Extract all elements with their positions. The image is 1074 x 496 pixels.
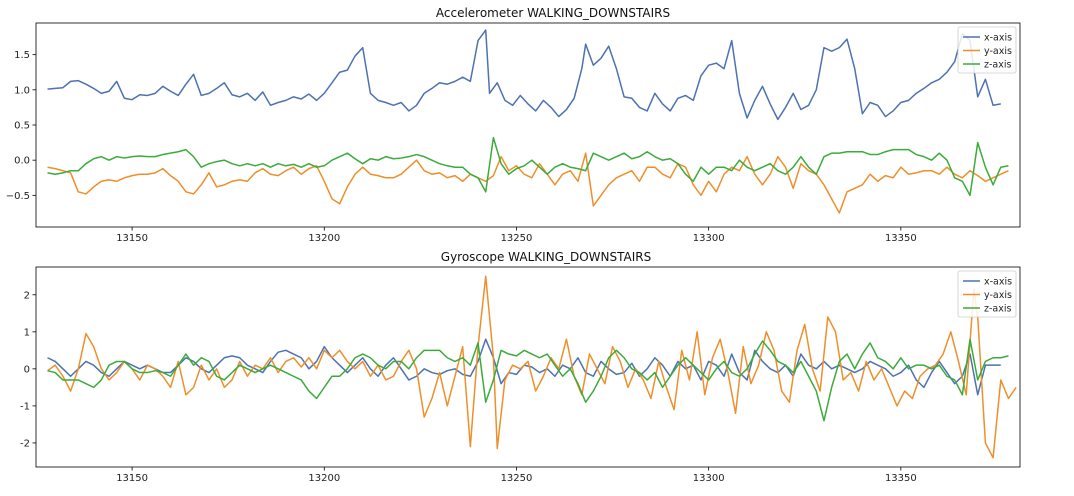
accelerometer-legend-label-x-axis: x-axis bbox=[984, 32, 1012, 43]
accelerometer-y-tick-label: 0.5 bbox=[14, 121, 30, 132]
accelerometer-series-y-axis-line bbox=[47, 152, 1009, 214]
gyroscope-legend-label-x-axis: x-axis bbox=[984, 276, 1012, 287]
gyroscope-legend-box bbox=[957, 270, 1017, 318]
accelerometer-legend-label-y-axis: y-axis bbox=[984, 46, 1012, 57]
accelerometer-plot-area: 13150 13200 13250 13300 13350 −0.5 0.0 0.5 1.0 1.… bbox=[6, 22, 1021, 244]
accelerometer-legend-box bbox=[957, 26, 1017, 74]
gyroscope-series-x-axis-line bbox=[47, 338, 1001, 396]
accelerometer-y-tick-label: 1.5 bbox=[14, 50, 30, 61]
gyroscope-x-tick-label: 13150 bbox=[116, 473, 148, 484]
gyroscope-y-tick-label: 0 bbox=[24, 364, 30, 375]
gyroscope-series-z-axis-line bbox=[47, 338, 1009, 422]
gyroscope-plot-frame bbox=[35, 266, 1021, 468]
accelerometer-x-tick-label: 13250 bbox=[501, 233, 533, 244]
gyroscope-plot-area: 13150 13200 13250 13300 13350 -2 -1 0 1 2 x-axis y-… bbox=[20, 266, 1021, 484]
gyroscope-legend: x-axis y-axis z-axis bbox=[957, 270, 1017, 318]
gyroscope-x-tick-label: 13200 bbox=[308, 473, 340, 484]
accelerometer-x-tick-label: 13300 bbox=[693, 233, 725, 244]
gyroscope-y-tick-label: 1 bbox=[24, 327, 30, 338]
accelerometer-plot-frame bbox=[35, 22, 1021, 228]
gyroscope-y-tick-label: -2 bbox=[20, 438, 30, 449]
accelerometer-x-tick-label: 13200 bbox=[308, 233, 340, 244]
gyroscope-chart: Gyroscope WALKING_DOWNSTAIRS 13150 13200 1… bbox=[20, 250, 1021, 484]
gyroscope-series-y-axis-line bbox=[47, 275, 1017, 459]
accelerometer-chart-title: Accelerometer WALKING_DOWNSTAIRS bbox=[436, 6, 670, 20]
accelerometer-series-x-axis-line bbox=[47, 29, 1001, 121]
accelerometer-legend-label-z-axis: z-axis bbox=[984, 59, 1011, 70]
accelerometer-y-tick-label: −0.5 bbox=[6, 191, 30, 202]
accelerometer-x-tick-label: 13350 bbox=[885, 233, 917, 244]
gyroscope-x-tick-label: 13350 bbox=[885, 473, 917, 484]
accelerometer-legend: x-axis y-axis z-axis bbox=[957, 26, 1017, 74]
gyroscope-y-tick-label: 2 bbox=[24, 290, 30, 301]
accelerometer-chart: Accelerometer WALKING_DOWNSTAIRS 13150 13… bbox=[6, 6, 1021, 244]
gyroscope-legend-label-y-axis: y-axis bbox=[984, 290, 1012, 301]
gyroscope-chart-title: Gyroscope WALKING_DOWNSTAIRS bbox=[441, 250, 651, 264]
gyroscope-x-tick-label: 13300 bbox=[693, 473, 725, 484]
accelerometer-y-tick-label: 0.0 bbox=[14, 156, 30, 167]
accelerometer-y-tick-label: 1.0 bbox=[14, 85, 30, 96]
accelerometer-series-z-axis-line bbox=[47, 136, 1009, 197]
accelerometer-x-tick-label: 13150 bbox=[116, 233, 148, 244]
gyroscope-y-tick-label: -1 bbox=[20, 401, 30, 412]
gyroscope-legend-label-z-axis: z-axis bbox=[984, 303, 1011, 314]
gyroscope-x-tick-label: 13250 bbox=[501, 473, 533, 484]
